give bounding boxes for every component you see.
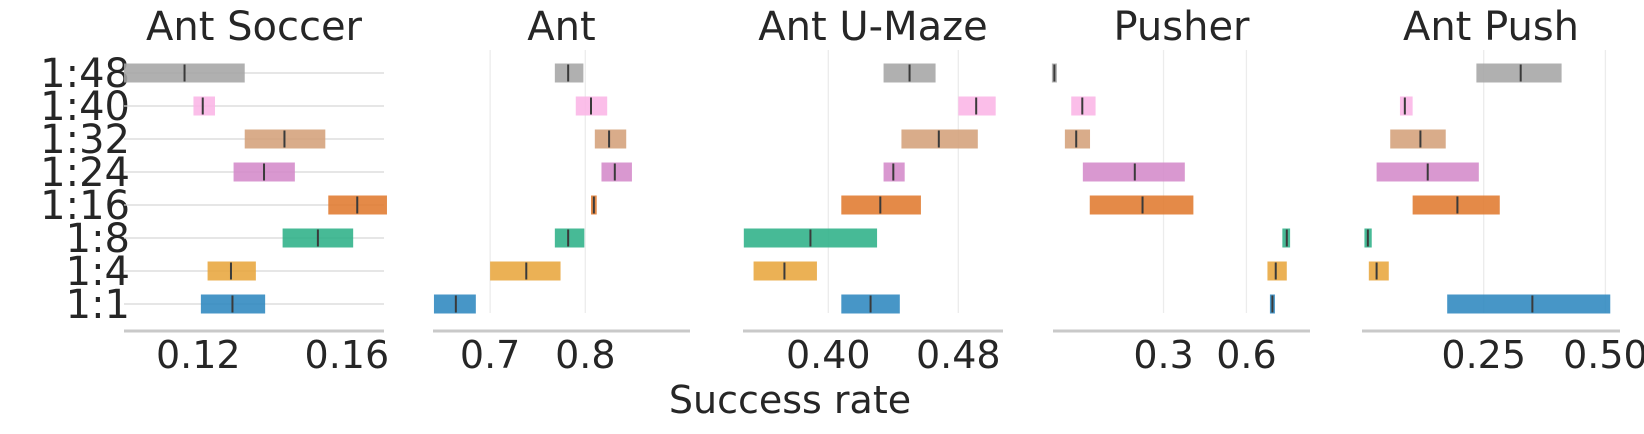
bar-ant-push-1-4 bbox=[1368, 261, 1389, 281]
y-tick-label-1-48: 1:48 bbox=[40, 51, 130, 97]
y-tick-label-1-40: 1:40 bbox=[40, 84, 130, 130]
bar-ant-1-24 bbox=[601, 162, 632, 182]
bar-ant-1-8 bbox=[554, 228, 585, 248]
x-tick-label-ant-0: 0.7 bbox=[460, 333, 520, 377]
bar-ant-1-32 bbox=[594, 129, 627, 149]
panel-pusher: Pusher 0.3 0.6 bbox=[1051, 4, 1310, 377]
x-tick-label-ant-1: 0.8 bbox=[555, 333, 615, 377]
x-tick-label-ant-u-maze-1: 0.48 bbox=[916, 333, 1001, 377]
bar-pusher-1-32 bbox=[1064, 129, 1091, 149]
panel-ant-soccer: Ant Soccer 0.12 0.16 bbox=[124, 4, 389, 377]
x-axis-label: Success rate bbox=[669, 378, 911, 422]
x-tick-label-ant-soccer-0: 0.12 bbox=[156, 333, 241, 377]
panel-title-ant-soccer: Ant Soccer bbox=[146, 4, 363, 50]
panel-ant: Ant 0.7 0.8 bbox=[433, 4, 690, 377]
y-tick-label-1-16: 1:16 bbox=[40, 183, 130, 229]
y-tick-label-1-1: 1:1 bbox=[66, 282, 130, 328]
bar-pusher-1-4 bbox=[1267, 261, 1287, 281]
panel-title-ant-push: Ant Push bbox=[1403, 4, 1579, 50]
panel-ant-push: Ant Push 0.25 0.50 bbox=[1362, 4, 1644, 377]
x-tick-label-ant-push-1: 0.50 bbox=[1563, 333, 1644, 377]
x-tick-label-pusher-0: 0.3 bbox=[1133, 333, 1193, 377]
bar-ant-push-1-48 bbox=[1476, 63, 1562, 83]
panel-title-ant-u-maze: Ant U-Maze bbox=[758, 4, 987, 50]
bar-ant-push-1-16 bbox=[1412, 195, 1500, 215]
chart-panels: Ant Soccer 0.12 0.16 Ant 0.7 0.8 Ant U-Maze 0.4… bbox=[124, 4, 1644, 377]
y-tick-label-1-8: 1:8 bbox=[66, 216, 130, 262]
x-tick-label-pusher-1: 0.6 bbox=[1216, 333, 1276, 377]
x-tick-label-ant-soccer-1: 0.16 bbox=[305, 333, 390, 377]
y-tick-label-1-24: 1:24 bbox=[40, 150, 130, 196]
panel-title-ant: Ant bbox=[527, 4, 595, 50]
x-tick-label-ant-push-0: 0.25 bbox=[1441, 333, 1526, 377]
x-tick-label-ant-u-maze-0: 0.40 bbox=[786, 333, 871, 377]
bar-ant-push-1-32 bbox=[1390, 129, 1446, 149]
y-tick-label-1-32: 1:32 bbox=[40, 117, 130, 163]
bar-pusher-1-40 bbox=[1071, 96, 1096, 116]
bar-ant-push-1-1 bbox=[1447, 294, 1611, 314]
panel-ant-u-maze: Ant U-Maze 0.40 0.48 bbox=[743, 4, 1003, 377]
bar-ant-soccer-1-40 bbox=[193, 96, 215, 116]
panel-title-pusher: Pusher bbox=[1113, 4, 1250, 50]
y-axis-tick-labels: 1:481:401:321:241:161:81:41:1 bbox=[40, 51, 130, 328]
bar-ant-push-1-40 bbox=[1399, 96, 1413, 116]
y-tick-label-1-4: 1:4 bbox=[66, 249, 130, 295]
